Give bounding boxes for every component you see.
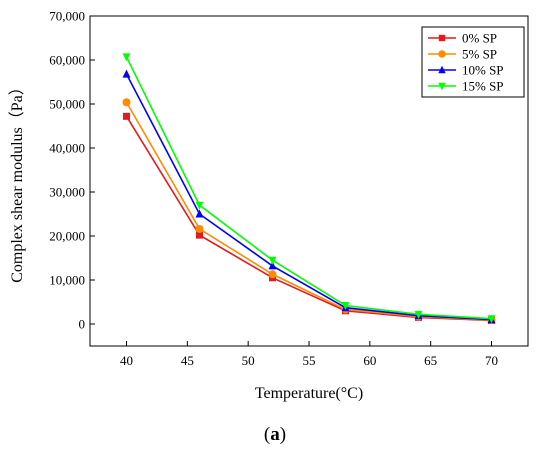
legend-label: 0% SP: [462, 31, 497, 46]
x-tick-label: 50: [242, 353, 255, 368]
y-tick-label: 70,000: [49, 9, 85, 24]
legend-item: 0% SP: [428, 31, 497, 46]
data-point: [268, 256, 277, 265]
x-axis: 40 45 50 55 60 65 70: [120, 341, 498, 368]
caption-letter: a: [270, 424, 280, 445]
series-line: [125, 56, 492, 320]
y-tick-label: 50,000: [49, 97, 85, 112]
data-point: [268, 261, 277, 270]
y-axis: 0 10,000 20,000 30,000 40,000 50,000 60,000 70,…: [49, 9, 95, 332]
data-point: [122, 53, 131, 62]
x-tick-label: 70: [485, 353, 498, 368]
y-axis-label: Complex shear modulus（Pa）: [8, 79, 26, 283]
y-tick-label: 30,000: [49, 185, 85, 200]
data-point: [414, 310, 423, 319]
legend-marker: [438, 50, 446, 58]
data-point: [341, 302, 350, 311]
legend-marker: [438, 34, 446, 42]
legend-label: 10% SP: [462, 63, 504, 78]
legend-item: 5% SP: [428, 47, 497, 62]
series-line: [125, 101, 492, 321]
data-point: [123, 112, 130, 120]
legend-label: 5% SP: [462, 47, 497, 62]
data-point: [122, 98, 131, 107]
series-4: [122, 53, 496, 324]
x-tick-label: 40: [120, 353, 133, 368]
x-tick-label: 55: [303, 353, 316, 368]
x-tick-label: 65: [424, 353, 437, 368]
data-point: [195, 224, 204, 233]
x-axis-label: Temperature(°C): [255, 385, 363, 402]
figure-caption: (a): [263, 424, 287, 445]
series-line: [125, 73, 492, 321]
data-point: [196, 231, 203, 239]
series-layer: [122, 53, 496, 325]
data-point: [487, 315, 496, 324]
y-tick-label: 40,000: [49, 141, 85, 156]
legend-marker: [438, 65, 446, 74]
data-point: [268, 270, 277, 279]
y-tick-label: 0: [79, 317, 86, 332]
legend-marker: [438, 82, 446, 91]
legend-label: 15% SP: [462, 79, 504, 94]
data-point: [195, 201, 204, 210]
data-point: [122, 69, 131, 78]
y-tick-label: 20,000: [49, 229, 85, 244]
series-line: [125, 115, 492, 322]
legend-item: 15% SP: [428, 79, 504, 94]
x-tick-label: 45: [181, 353, 194, 368]
series-3: [122, 69, 496, 324]
legend-item: 10% SP: [428, 63, 504, 78]
data-point: [195, 209, 204, 218]
y-tick-label: 10,000: [49, 273, 85, 288]
x-tick-label: 60: [363, 353, 376, 368]
y-tick-label: 60,000: [49, 53, 85, 68]
